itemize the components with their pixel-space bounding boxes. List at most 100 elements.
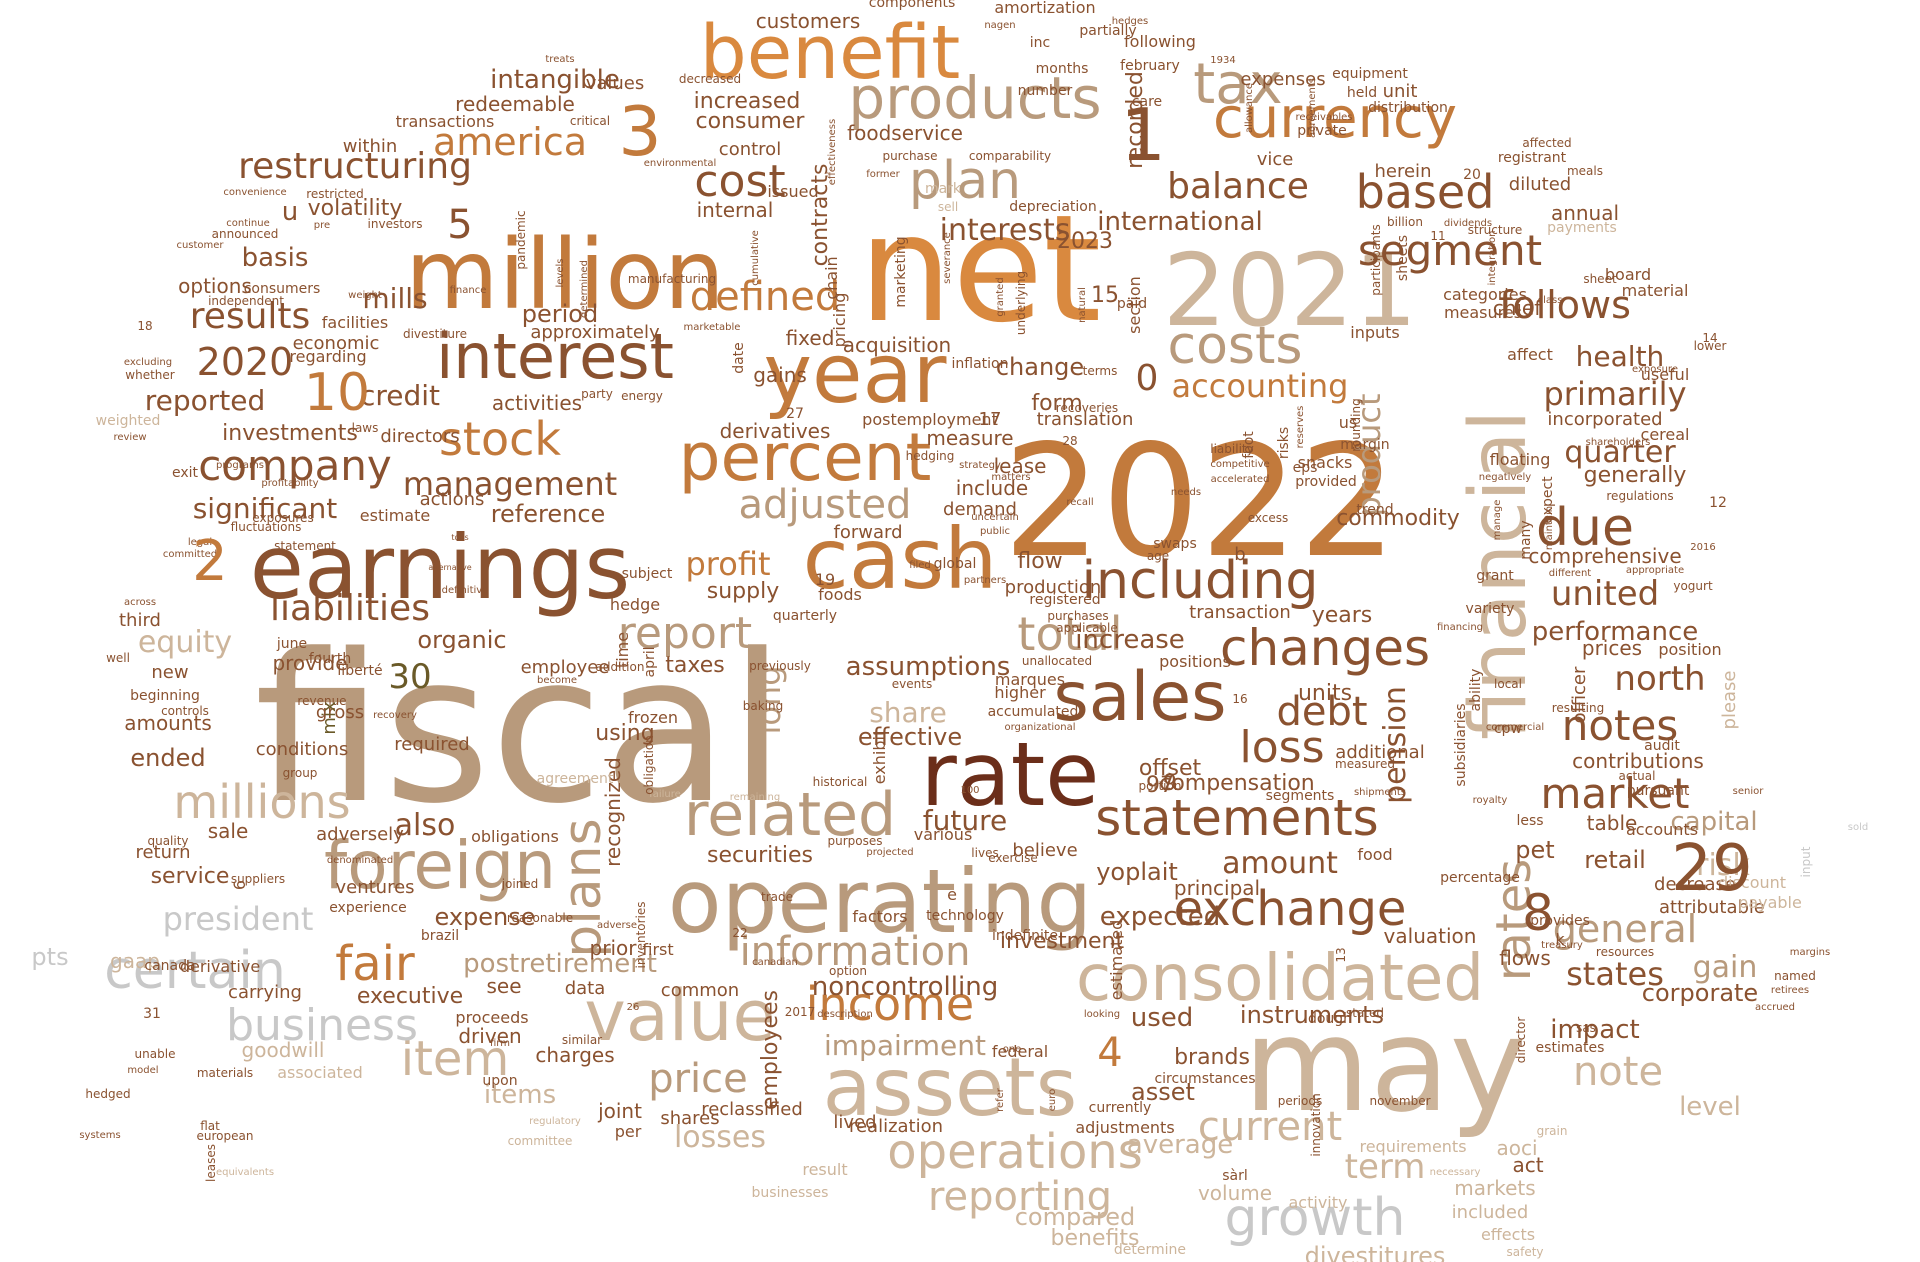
word-also: also: [395, 808, 456, 843]
word-profit: profit: [685, 545, 770, 583]
word-historical: historical: [813, 775, 868, 789]
word-markets: markets: [1454, 1176, 1535, 1200]
word-market: market: [1540, 769, 1689, 818]
word-foreign: foreign: [324, 827, 556, 904]
word-annual: annual: [1551, 201, 1619, 225]
word-projected: projected: [866, 847, 913, 858]
word-foods: foods: [818, 585, 862, 604]
word-required: required: [394, 734, 469, 755]
word-number: number: [1018, 83, 1073, 99]
word-safety: safety: [1506, 1245, 1543, 1259]
word-named: named: [1774, 969, 1816, 983]
word-legal: legal: [188, 537, 212, 548]
word-changes: changes: [1220, 619, 1430, 677]
word-internal: internal: [697, 198, 774, 222]
word-fiscal: fiscal: [254, 611, 785, 849]
word-facilities: facilities: [322, 313, 388, 332]
word-rate: rate: [921, 723, 1100, 826]
word-snacks: snacks: [1298, 453, 1353, 472]
word-mix: mix: [319, 701, 340, 735]
word-portion: portion: [1139, 779, 1182, 793]
word-allowance: allowance: [1244, 83, 1255, 133]
word-components: components: [869, 0, 956, 11]
word-accounting: accounting: [1172, 367, 1349, 405]
word-14: 14: [1702, 331, 1717, 345]
word-manage: manage: [1492, 500, 1503, 541]
word-2017: 2017: [785, 1005, 816, 1019]
word-driven: driven: [458, 1024, 521, 1048]
word-common: common: [661, 980, 739, 1001]
word-ventures: ventures: [335, 877, 414, 898]
word-board: board: [1605, 265, 1651, 284]
word-consolidated: consolidated: [1076, 942, 1484, 1016]
word-periods: periods: [1278, 1094, 1322, 1108]
word-global: global: [934, 556, 977, 572]
word-applicable: applicable: [1056, 621, 1118, 635]
word-position: position: [1658, 640, 1721, 659]
word-item: item: [401, 1031, 509, 1087]
word-expect: expect: [1540, 476, 1556, 524]
word-prior: prior: [590, 936, 638, 960]
word-dough: dough: [1308, 1011, 1352, 1027]
word-restructuring: restructuring: [238, 146, 472, 187]
word-sales: sales: [1053, 658, 1226, 737]
word-local: local: [1494, 677, 1522, 691]
word-cost: cost: [694, 156, 785, 207]
word-results: results: [190, 296, 311, 337]
word-corporate: corporate: [1642, 979, 1758, 1007]
word-margins: margins: [1790, 947, 1830, 958]
word-levels: levels: [555, 259, 566, 288]
word-net: net: [859, 183, 1102, 355]
word-liability: liability: [1210, 442, 1253, 456]
word-ability: ability: [1468, 669, 1484, 712]
word-performance: performance: [1532, 617, 1699, 647]
word-loss: loss: [1240, 722, 1325, 773]
word-expected: expected: [1100, 902, 1220, 932]
word-100: 100: [960, 785, 979, 796]
word-9: 9: [1163, 771, 1177, 796]
word-report: report: [618, 608, 752, 659]
word-securities: securities: [707, 843, 813, 868]
word-meals: meals: [1567, 164, 1603, 178]
word-general: general: [1553, 907, 1697, 951]
word-euro: euro: [1047, 1089, 1058, 1112]
word-liberte: liberté: [337, 663, 382, 679]
word-diluted: diluted: [1509, 174, 1571, 195]
word-expenses: expenses: [1240, 69, 1325, 90]
word-upon: upon: [482, 1073, 517, 1089]
word-payable: payable: [1738, 893, 1802, 912]
word-measured: measured: [1335, 757, 1395, 771]
word-fixed: fixed: [786, 326, 835, 350]
word-regulations: regulations: [1606, 489, 1673, 503]
word-flow: flow: [1017, 549, 1062, 574]
word-income: income: [806, 977, 974, 1031]
word-units: units: [1298, 681, 1352, 706]
word-u: u: [282, 197, 298, 227]
word-19: 19: [815, 570, 835, 589]
word-frozen: frozen: [628, 708, 678, 727]
word-gaap: gaap: [110, 949, 160, 973]
word-noncontrolling: noncontrolling: [812, 972, 998, 1002]
word-employees: employees: [758, 990, 783, 1110]
word-inflation: inflation: [952, 356, 1009, 372]
word-useful: useful: [1641, 365, 1690, 384]
word-weight: weight: [348, 290, 382, 301]
word-million: million: [405, 219, 725, 331]
word-excess: excess: [1248, 511, 1289, 525]
word-currency: currency: [1213, 86, 1457, 151]
word-recognized: recognized: [601, 757, 625, 867]
word-investment: investment: [1000, 929, 1125, 954]
word-committed: committed: [163, 549, 217, 560]
word-inventories: inventories: [634, 902, 648, 969]
word-granted: granted: [995, 277, 1006, 316]
word-stated: stated: [1346, 1006, 1384, 1020]
word-28: 28: [1062, 434, 1077, 448]
word-11: 11: [1430, 229, 1445, 243]
word-become: become: [537, 675, 577, 686]
word-filed: filed: [909, 560, 931, 571]
word-continue: continue: [226, 218, 269, 229]
word-defined: defined: [690, 274, 841, 320]
word-brazil: brazil: [421, 928, 459, 944]
word-following: following: [1124, 32, 1196, 51]
word-sarl: sàrl: [1222, 1168, 1248, 1184]
